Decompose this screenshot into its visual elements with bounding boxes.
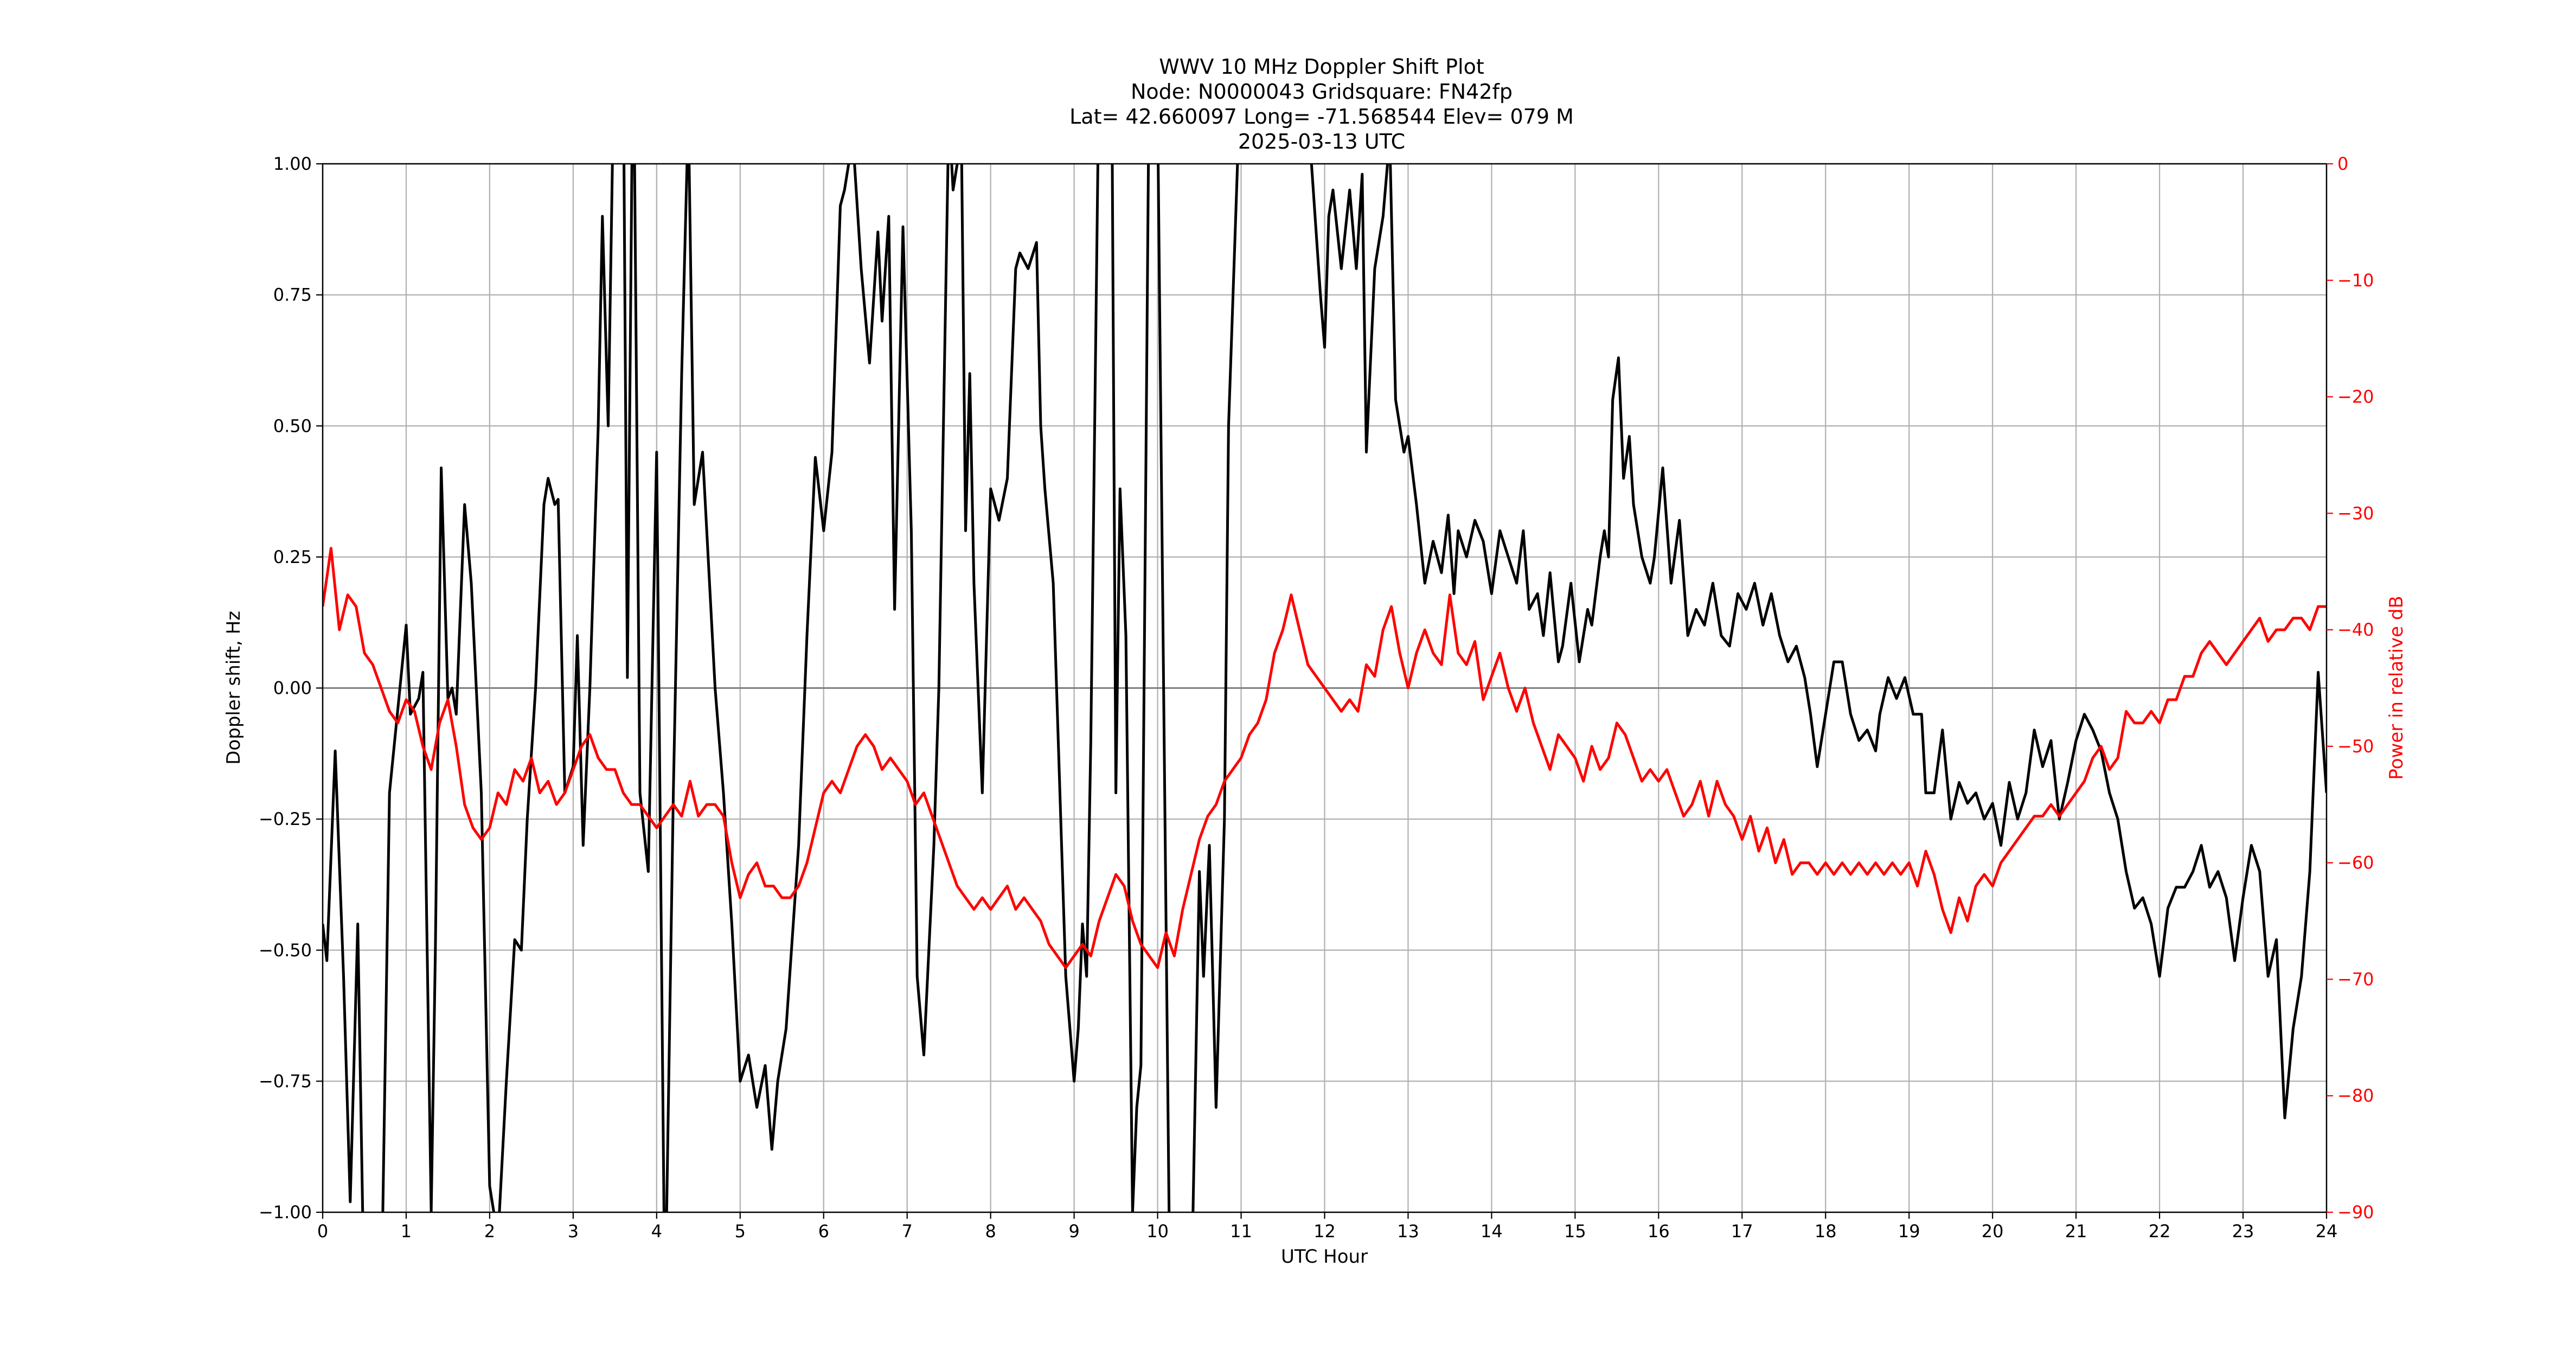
right-tick-label: 0	[2337, 153, 2348, 174]
left-tick-label: −0.75	[259, 1071, 312, 1091]
doppler-shift-series	[323, 164, 2327, 1212]
left-tick-label: 0.75	[273, 285, 312, 305]
x-tick-label: 23	[2232, 1221, 2254, 1242]
x-tick-label: 15	[1564, 1221, 1586, 1242]
left-tick-label: 1.00	[273, 153, 312, 174]
x-tick-label: 0	[317, 1221, 328, 1242]
x-tick-label: 24	[2316, 1221, 2338, 1242]
x-tick-label: 13	[1397, 1221, 1419, 1242]
left-tick-label: −0.50	[259, 940, 312, 961]
x-tick-label: 7	[902, 1221, 913, 1242]
x-tick-label: 17	[1731, 1221, 1753, 1242]
title-line-1: WWV 10 MHz Doppler Shift Plot	[1159, 55, 1484, 79]
x-tick-label: 8	[985, 1221, 996, 1242]
x-axis-label: UTC Hour	[1281, 1246, 1368, 1268]
series-lines	[323, 164, 2327, 1212]
x-tick-label: 10	[1146, 1221, 1169, 1242]
x-tick-label: 4	[651, 1221, 662, 1242]
right-axis-ticks: −90 −80 −70 −60 −50 −40 −30 −20 −10 0	[2327, 153, 2374, 1223]
title-line-2: Node: N0000043 Gridsquare: FN42fp	[1131, 80, 1513, 104]
right-tick-label: −70	[2337, 969, 2374, 989]
right-tick-label: −80	[2337, 1085, 2374, 1106]
left-axis-label: Doppler shift, Hz	[223, 611, 245, 765]
right-tick-label: −90	[2337, 1202, 2374, 1223]
x-tick-label: 18	[1815, 1221, 1837, 1242]
left-axis-ticks: −1.00 −0.75 −0.50 −0.25 0.00 0.25 0.50 0.75 1.00	[259, 153, 323, 1223]
x-tick-label: 16	[1648, 1221, 1670, 1242]
title-line-3: Lat= 42.660097 Long= -71.568544 Elev= 07…	[1069, 105, 1574, 129]
right-tick-label: −60	[2337, 853, 2374, 873]
left-tick-label: −0.25	[259, 809, 312, 829]
x-tick-label: 14	[1481, 1221, 1503, 1242]
left-tick-label: 0.50	[273, 415, 312, 436]
x-tick-label: 12	[1313, 1221, 1336, 1242]
x-tick-label: 21	[2065, 1221, 2087, 1242]
right-tick-label: −30	[2337, 503, 2374, 523]
x-tick-label: 20	[1982, 1221, 2004, 1242]
x-tick-label: 5	[735, 1221, 746, 1242]
x-tick-label: 6	[818, 1221, 829, 1242]
title-line-4: 2025-03-13 UTC	[1238, 130, 1405, 153]
x-tick-label: 22	[2149, 1221, 2171, 1242]
x-tick-label: 3	[568, 1221, 579, 1242]
power-series	[323, 547, 2327, 969]
right-tick-label: −10	[2337, 270, 2374, 291]
right-tick-label: −50	[2337, 736, 2374, 757]
right-tick-label: −40	[2337, 619, 2374, 640]
x-tick-label: 2	[484, 1221, 495, 1242]
right-tick-label: −20	[2337, 387, 2374, 407]
x-tick-label: 9	[1068, 1221, 1079, 1242]
right-axis-label: Power in relative dB	[2386, 596, 2407, 779]
x-tick-label: 11	[1230, 1221, 1252, 1242]
x-axis-ticks: 0 1 2 3 4 5 6 7 8 9 10 11 12 13 14 15 16 17 18 19 20 21 22 23 24	[317, 1212, 2338, 1242]
x-tick-label: 19	[1898, 1221, 1920, 1242]
left-tick-label: 0.25	[273, 547, 312, 567]
left-tick-label: −1.00	[259, 1202, 312, 1223]
x-tick-label: 1	[401, 1221, 412, 1242]
left-tick-label: 0.00	[273, 678, 312, 699]
chart-title: WWV 10 MHz Doppler Shift Plot Node: N000…	[1069, 55, 1574, 153]
